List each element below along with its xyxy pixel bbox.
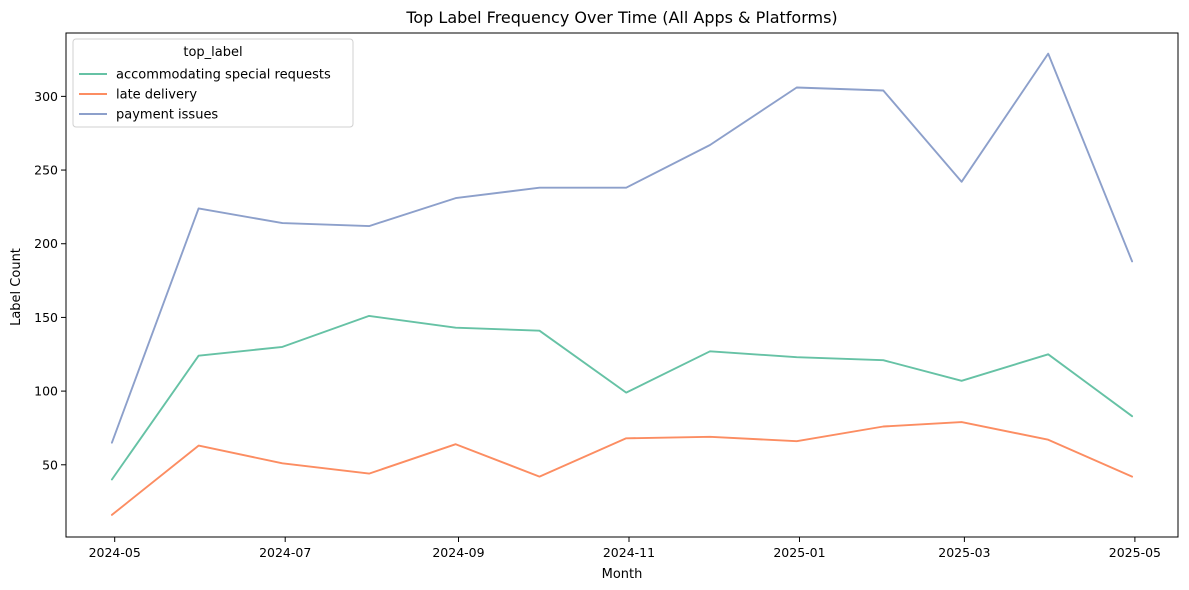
- y-tick-label: 50: [42, 457, 58, 472]
- legend-entry-1: late delivery: [116, 88, 197, 103]
- y-tick-label: 250: [34, 163, 58, 178]
- plot-frame: [65, 32, 1179, 538]
- x-tick-label: 2025-01: [773, 545, 825, 560]
- y-axis-label: Label Count: [9, 248, 24, 326]
- y-tick-label: 200: [34, 236, 58, 251]
- x-axis-label: Month: [602, 567, 643, 582]
- y-tick-label: 150: [34, 310, 58, 325]
- legend: top_label accommodating special requests l…: [72, 38, 354, 128]
- legend-title: top_label: [183, 45, 242, 60]
- legend-entry-2: payment issues: [116, 108, 218, 123]
- x-tick-label: 2024-11: [603, 545, 655, 560]
- plot-area: [65, 32, 1179, 538]
- x-tick-label: 2024-05: [89, 545, 141, 560]
- series-line-0: [110, 314, 1134, 481]
- x-tick-label: 2024-07: [259, 545, 311, 560]
- series-line-2: [110, 52, 1134, 444]
- legend-box: [72, 38, 354, 128]
- y-axis: 50 100 150 200 250 300: [34, 89, 66, 472]
- x-tick-label: 2025-05: [1109, 545, 1161, 560]
- x-axis: 2024-05 2024-07 2024-09 2024-11 2025-01 2025-…: [89, 537, 1161, 560]
- x-tick-label: 2024-09: [432, 545, 484, 560]
- chart-title: Top Label Frequency Over Time (All Apps …: [405, 8, 837, 27]
- x-tick-label: 2025-03: [938, 545, 990, 560]
- y-tick-label: 100: [34, 384, 58, 399]
- legend-entry-0: accommodating special requests: [116, 68, 331, 83]
- series-line-1: [110, 421, 1134, 516]
- y-tick-label: 300: [34, 89, 58, 104]
